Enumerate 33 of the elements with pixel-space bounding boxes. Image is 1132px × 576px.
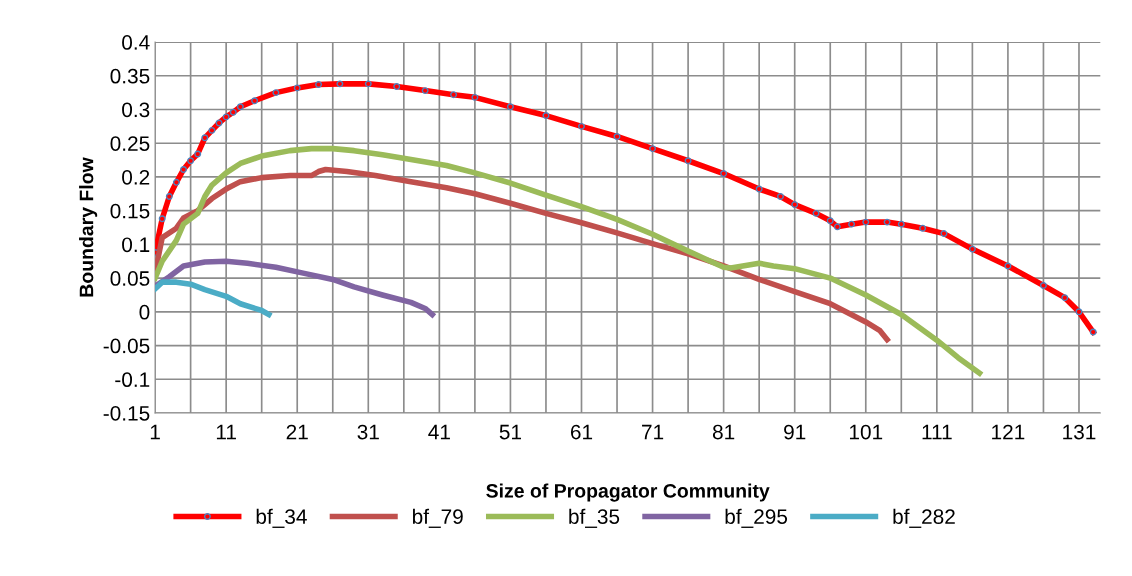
x-tick-label: 121 [992,424,1025,440]
y-tick-label: 0.1 [122,237,150,253]
x-axis-title: Size of Propagator Community [486,483,770,502]
x-tick-label: 31 [357,424,379,440]
y-tick-label: 0.3 [122,102,150,118]
x-tick-label: 91 [784,424,806,440]
x-tick-label: 71 [642,424,664,440]
y-tick-label: -0.05 [103,338,150,354]
x-tick-label: 131 [1063,424,1096,440]
y-tick-label: 0.4 [122,35,150,50]
legend-label: bf_34 [256,508,307,528]
y-axis-title: Boundary Flow [79,157,98,297]
x-tick-label: 41 [428,424,450,440]
x-tick-label: 81 [712,424,735,440]
x-tick-label: 11 [216,424,236,440]
legend-label: bf_35 [569,508,620,528]
x-tick-label: 61 [570,424,593,440]
y-tick-label: -0.1 [115,372,150,388]
x-tick-label: 51 [499,424,521,440]
y-tick-label: 0.2 [122,169,150,185]
x-tick-label: 101 [849,424,883,440]
x-tick-label: 111 [922,424,952,440]
x-tick-label: 1 [150,424,160,440]
y-tick-label: 0.05 [110,271,150,286]
y-tick-label: -0.15 [103,405,150,421]
x-tick-label: 21 [286,424,308,440]
y-tick-label: 0 [139,304,150,320]
y-tick-label: 0.15 [110,203,150,219]
y-tick-label: 0.35 [110,68,150,84]
legend-label: bf_79 [412,508,463,528]
y-tick-label: 0.25 [110,136,150,151]
legend-label: bf_295 [725,508,788,528]
legend-label: bf_282 [893,508,955,528]
